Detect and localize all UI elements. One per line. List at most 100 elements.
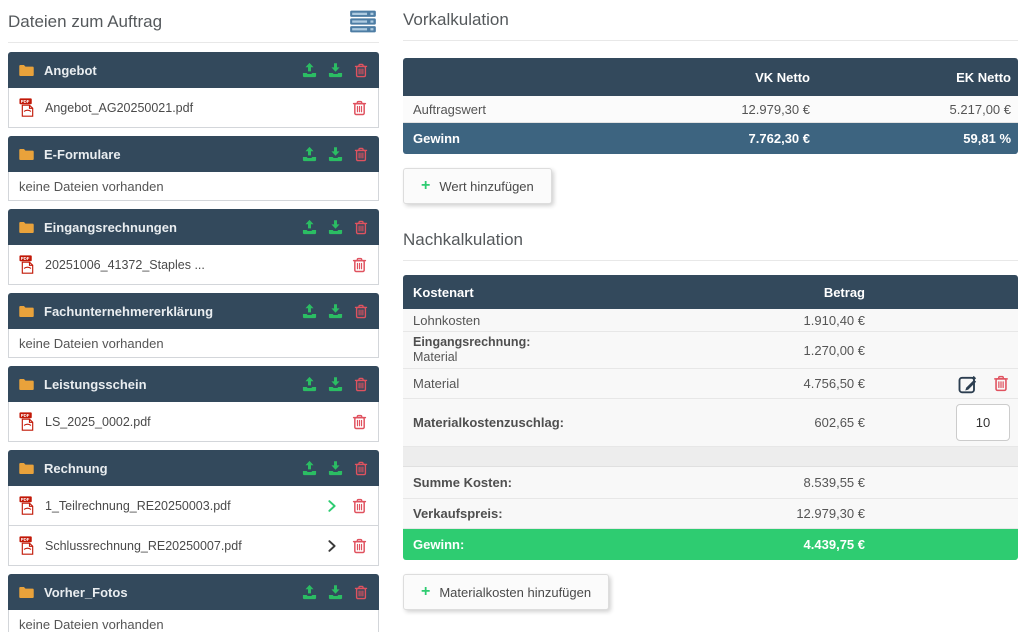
row-label: Lohnkosten bbox=[413, 312, 481, 328]
folder-block-vorher-fotos: Vorher_Fotos keine Dateien vorhanden bbox=[8, 574, 379, 632]
trash-icon[interactable] bbox=[351, 413, 368, 431]
upload-icon[interactable] bbox=[301, 62, 318, 79]
chevron-right-icon[interactable] bbox=[325, 539, 339, 553]
plus-icon: + bbox=[421, 583, 431, 600]
trash-icon[interactable] bbox=[351, 256, 368, 274]
upload-icon[interactable] bbox=[301, 303, 318, 320]
chevron-right-icon[interactable] bbox=[325, 499, 339, 513]
table-row-eingangsrechnung: Eingangsrechnung: Material 1.270,00 € bbox=[403, 332, 1018, 369]
edit-icon[interactable] bbox=[958, 374, 978, 394]
trash-icon[interactable] bbox=[353, 146, 369, 163]
column-ek-netto: EK Netto bbox=[956, 69, 1011, 85]
amount-value: 1.910,40 € bbox=[803, 312, 865, 328]
trash-icon[interactable] bbox=[992, 374, 1010, 393]
table-row-material: Material 4.756,50 € bbox=[403, 369, 1018, 399]
folder-name: Vorher_Fotos bbox=[44, 584, 128, 600]
file-name[interactable]: 1_Teilrechnung_RE20250003.pdf bbox=[45, 498, 231, 513]
upload-icon[interactable] bbox=[301, 376, 318, 393]
gewinn-vk-value: 7.762,30 € bbox=[748, 131, 810, 146]
trash-icon[interactable] bbox=[351, 497, 368, 515]
trash-icon[interactable] bbox=[353, 460, 369, 477]
row-label: Auftragswert bbox=[413, 101, 486, 117]
folder-header[interactable]: E-Formulare bbox=[8, 136, 379, 172]
file-name[interactable]: Schlussrechnung_RE20250007.pdf bbox=[45, 538, 242, 553]
folder-name: Angebot bbox=[44, 62, 97, 78]
folder-block-e-formulare: E-Formulare keine Dateien vorhanden bbox=[8, 136, 379, 201]
trash-icon[interactable] bbox=[351, 537, 368, 555]
table-row-lohnkosten: Lohnkosten 1.910,40 € bbox=[403, 309, 1018, 332]
table-row-gewinn: Gewinn 7.762,30 € 59,81 % bbox=[403, 123, 1018, 154]
download-icon[interactable] bbox=[327, 460, 344, 477]
folder-name: E-Formulare bbox=[44, 146, 121, 162]
upload-icon[interactable] bbox=[301, 584, 318, 601]
files-panel-title: Dateien zum Auftrag bbox=[8, 11, 163, 31]
pdf-icon bbox=[19, 412, 36, 431]
folder-icon bbox=[18, 460, 35, 477]
folder-block-leistungsschein: Leistungsschein LS_2025_0002.pdf bbox=[8, 366, 379, 442]
upload-icon[interactable] bbox=[301, 219, 318, 236]
upload-icon[interactable] bbox=[301, 146, 318, 163]
folder-header[interactable]: Fachunternehmererklärung bbox=[8, 293, 379, 329]
folder-block-fachunternehmererklaerung: Fachunternehmererklärung keine Dateien v… bbox=[8, 293, 379, 358]
file-row: Schlussrechnung_RE20250007.pdf bbox=[8, 526, 379, 566]
folder-block-rechnung: Rechnung 1_Teilrechnung_RE20250003.pdf S… bbox=[8, 450, 379, 566]
row-label: Summe Kosten: bbox=[413, 475, 512, 490]
table-row-materialkostenzuschlag: Materialkostenzuschlag: 602,65 € bbox=[403, 399, 1018, 447]
file-name[interactable]: 20251006_41372_Staples ... bbox=[45, 257, 205, 272]
gewinn-ek-percent: 59,81 % bbox=[963, 131, 1011, 146]
table-row-auftragswert: Auftragswert 12.979,30 € 5.217,00 € bbox=[403, 96, 1018, 123]
empty-folder-message: keine Dateien vorhanden bbox=[8, 329, 379, 358]
nachkalkulation-table-header: Kostenart Betrag bbox=[403, 275, 1018, 309]
table-row-gewinn: Gewinn: 4.439,75 € bbox=[403, 529, 1018, 560]
nachkalkulation-title: Nachkalkulation bbox=[403, 228, 1018, 261]
folder-header[interactable]: Eingangsrechnungen bbox=[8, 209, 379, 245]
file-row: Angebot_AG20250021.pdf bbox=[8, 88, 379, 128]
vorkalkulation-title: Vorkalkulation bbox=[403, 8, 1018, 41]
ek-netto-value: 5.217,00 € bbox=[949, 101, 1011, 117]
table-row-verkaufspreis: Verkaufspreis: 12.979,30 € bbox=[403, 499, 1018, 529]
folder-header[interactable]: Vorher_Fotos bbox=[8, 574, 379, 610]
folder-icon bbox=[18, 62, 35, 79]
add-material-costs-button-label: Materialkosten hinzufügen bbox=[439, 584, 592, 600]
folder-block-angebot: Angebot Angebot_AG20250021.pdf bbox=[8, 52, 379, 128]
row-label: Gewinn: bbox=[413, 537, 465, 552]
pdf-icon bbox=[19, 536, 36, 555]
download-icon[interactable] bbox=[327, 219, 344, 236]
row-label: Materialkostenzuschlag: bbox=[413, 415, 564, 430]
plus-icon: + bbox=[421, 177, 431, 194]
download-icon[interactable] bbox=[327, 62, 344, 79]
row-label: Eingangsrechnung: Material bbox=[403, 332, 655, 368]
folder-name: Fachunternehmererklärung bbox=[44, 303, 214, 319]
trash-icon[interactable] bbox=[353, 219, 369, 236]
row-label-line2: Material bbox=[413, 350, 458, 364]
files-panel-header: Dateien zum Auftrag bbox=[8, 8, 379, 43]
trash-icon[interactable] bbox=[353, 584, 369, 601]
amount-value: 4.756,50 € bbox=[803, 376, 865, 391]
upload-icon[interactable] bbox=[301, 460, 318, 477]
row-label: Gewinn bbox=[413, 131, 460, 146]
folder-header[interactable]: Rechnung bbox=[8, 450, 379, 486]
download-icon[interactable] bbox=[327, 584, 344, 601]
column-betrag: Betrag bbox=[823, 284, 865, 300]
folder-header[interactable]: Leistungsschein bbox=[8, 366, 379, 402]
trash-icon[interactable] bbox=[353, 62, 369, 79]
add-value-button[interactable]: + Wert hinzufügen bbox=[403, 168, 552, 204]
surcharge-percent-input[interactable] bbox=[956, 404, 1010, 441]
download-icon[interactable] bbox=[327, 146, 344, 163]
trash-icon[interactable] bbox=[353, 303, 369, 320]
download-icon[interactable] bbox=[327, 303, 344, 320]
trash-icon[interactable] bbox=[353, 376, 369, 393]
file-row: LS_2025_0002.pdf bbox=[8, 402, 379, 442]
vorkalkulation-table-header: VK Netto EK Netto bbox=[403, 58, 1018, 96]
add-material-costs-button[interactable]: + Materialkosten hinzufügen bbox=[403, 574, 610, 610]
download-icon[interactable] bbox=[327, 376, 344, 393]
folder-name: Eingangsrechnungen bbox=[44, 219, 177, 235]
file-name[interactable]: Angebot_AG20250021.pdf bbox=[45, 100, 194, 115]
folder-header[interactable]: Angebot bbox=[8, 52, 379, 88]
file-name[interactable]: LS_2025_0002.pdf bbox=[45, 414, 151, 429]
trash-icon[interactable] bbox=[351, 99, 368, 117]
amount-value: 1.270,00 € bbox=[803, 342, 865, 358]
list-view-icon[interactable] bbox=[349, 10, 377, 33]
table-spacer-row bbox=[403, 447, 1018, 467]
